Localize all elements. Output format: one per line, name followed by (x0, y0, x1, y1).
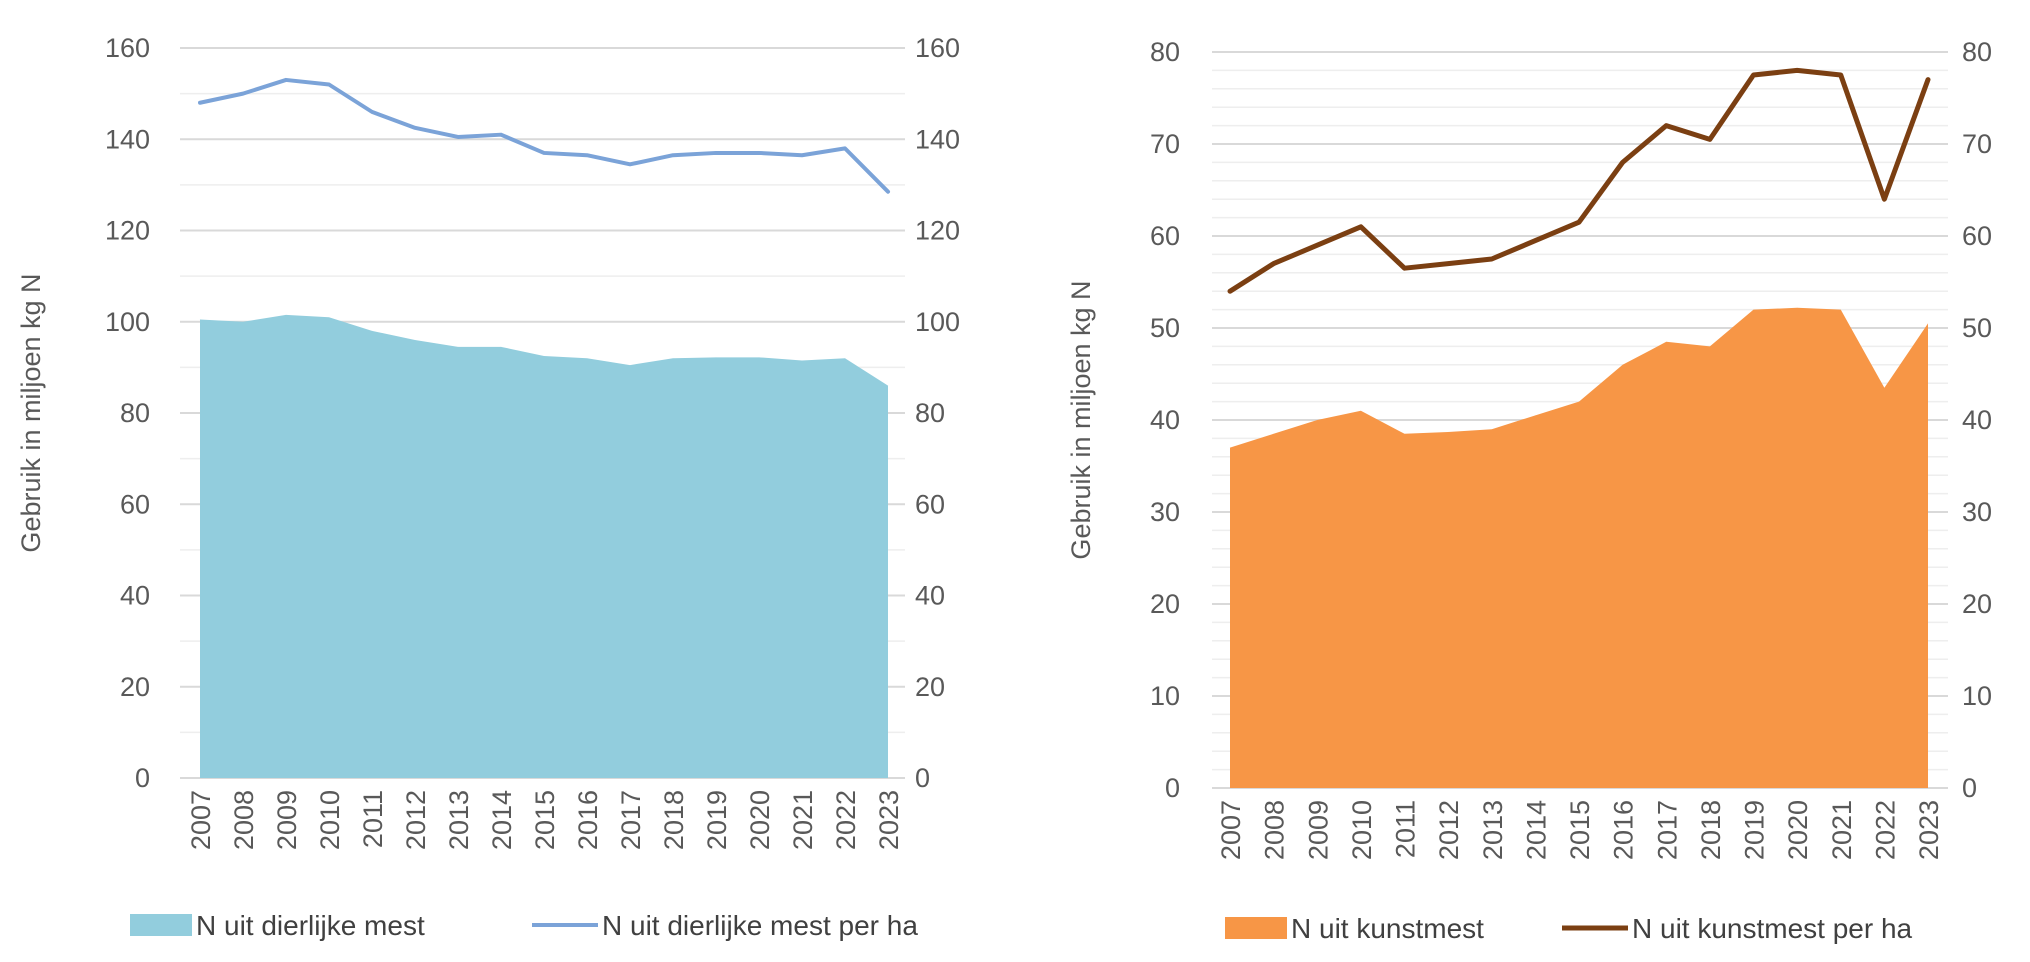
x-tick-label: 2023 (1914, 800, 1944, 860)
x-tick-label: 2021 (788, 790, 818, 850)
left-y-tick-label: 30 (1150, 497, 1180, 527)
left-y-tick-label: 20 (120, 672, 150, 702)
x-tick-label: 2012 (401, 790, 431, 850)
right-y-tick-label: 40 (1962, 405, 1992, 435)
y-axis-title: Gebruik in miljoen kg N (1066, 280, 1096, 559)
right-y-tick-label: 80 (1962, 37, 1992, 67)
x-tick-label: 2012 (1434, 800, 1464, 860)
legend-label: N uit kunstmest per ha (1632, 913, 1913, 944)
x-tick-label: 2010 (1347, 800, 1377, 860)
x-tick-label: 2017 (616, 790, 646, 850)
x-tick-label: 2016 (573, 790, 603, 850)
x-tick-label: 2014 (487, 790, 517, 850)
x-tick-label: 2021 (1827, 800, 1857, 860)
x-tick-label: 2007 (186, 790, 216, 850)
x-tick-label: 2013 (1478, 800, 1508, 860)
chart-kunstmest: 0 10 20 30 40 50 60 70 80 0 10 20 30 40 50 60 70 80 2007 20… (1066, 37, 1992, 944)
left-y-tick-label: 60 (120, 489, 150, 519)
legend-label: N uit dierlijke mest per ha (602, 910, 918, 941)
x-tick-label: 2013 (444, 790, 474, 850)
x-tick-label: 2022 (1870, 800, 1900, 860)
legend-label: N uit dierlijke mest (196, 910, 425, 941)
x-tick-label: 2017 (1652, 800, 1682, 860)
x-tick-label: 2008 (229, 790, 259, 850)
left-y-tick-label: 0 (135, 763, 150, 793)
x-tick-label: 2016 (1609, 800, 1639, 860)
right-y-tick-label: 140 (915, 124, 960, 154)
left-y-tick-label: 140 (105, 124, 150, 154)
left-y-tick-label: 160 (105, 33, 150, 63)
x-tick-label: 2015 (530, 790, 560, 850)
chart-dierlijke-mest: 0 20 40 60 80 100 120 140 160 0 20 40 60 80 100 120 140 1… (16, 33, 960, 941)
x-tick-label: 2008 (1260, 800, 1290, 860)
y-axis-title: Gebruik in miljoen kg N (16, 273, 46, 552)
x-tick-label: 2019 (702, 790, 732, 850)
left-y-tick-label: 60 (1150, 221, 1180, 251)
x-tick-label: 2007 (1216, 800, 1246, 860)
area-series-0 (1230, 307, 1928, 788)
left-y-tick-label: 0 (1165, 773, 1180, 803)
right-y-tick-label: 0 (1962, 773, 1977, 803)
right-y-tick-label: 80 (915, 398, 945, 428)
right-y-tick-label: 20 (1962, 589, 1992, 619)
x-tick-label: 2011 (1391, 800, 1421, 858)
right-y-tick-label: 20 (915, 672, 945, 702)
left-y-tick-label: 40 (1150, 405, 1180, 435)
left-y-tick-label: 40 (120, 581, 150, 611)
right-y-tick-label: 70 (1962, 129, 1992, 159)
right-y-tick-label: 30 (1962, 497, 1992, 527)
left-y-tick-label: 10 (1150, 681, 1180, 711)
legend-swatch-area (130, 914, 192, 936)
area-series-0 (200, 314, 888, 778)
x-tick-label: 2018 (659, 790, 689, 850)
right-y-tick-label: 120 (915, 216, 960, 246)
right-y-tick-label: 100 (915, 307, 960, 337)
left-y-tick-label: 100 (105, 307, 150, 337)
x-tick-label: 2014 (1521, 800, 1551, 860)
x-tick-label: 2010 (315, 790, 345, 850)
left-y-tick-label: 20 (1150, 589, 1180, 619)
left-y-tick-label: 80 (120, 398, 150, 428)
right-y-tick-label: 60 (915, 489, 945, 519)
right-y-tick-label: 50 (1962, 313, 1992, 343)
left-y-tick-label: 120 (105, 216, 150, 246)
x-tick-label: 2009 (272, 790, 302, 850)
right-y-tick-label: 40 (915, 581, 945, 611)
x-tick-label: 2020 (1783, 800, 1813, 860)
left-y-tick-label: 70 (1150, 129, 1180, 159)
right-y-tick-label: 10 (1962, 681, 1992, 711)
line-series-1 (198, 77, 890, 194)
right-y-tick-label: 60 (1962, 221, 1992, 251)
x-tick-label: 2018 (1696, 800, 1726, 860)
x-tick-label: 2022 (831, 790, 861, 850)
left-y-tick-label: 80 (1150, 37, 1180, 67)
legend-label: N uit kunstmest (1291, 913, 1484, 944)
x-tick-label: 2015 (1565, 800, 1595, 860)
x-tick-label: 2019 (1740, 800, 1770, 860)
right-y-tick-label: 160 (915, 33, 960, 63)
x-tick-label: 2023 (874, 790, 904, 850)
legend-swatch-area (1225, 917, 1287, 939)
left-y-tick-label: 50 (1150, 313, 1180, 343)
x-tick-label: 2020 (745, 790, 775, 850)
right-y-tick-label: 0 (915, 763, 930, 793)
x-tick-label: 2011 (358, 790, 388, 848)
x-tick-label: 2009 (1303, 800, 1333, 860)
